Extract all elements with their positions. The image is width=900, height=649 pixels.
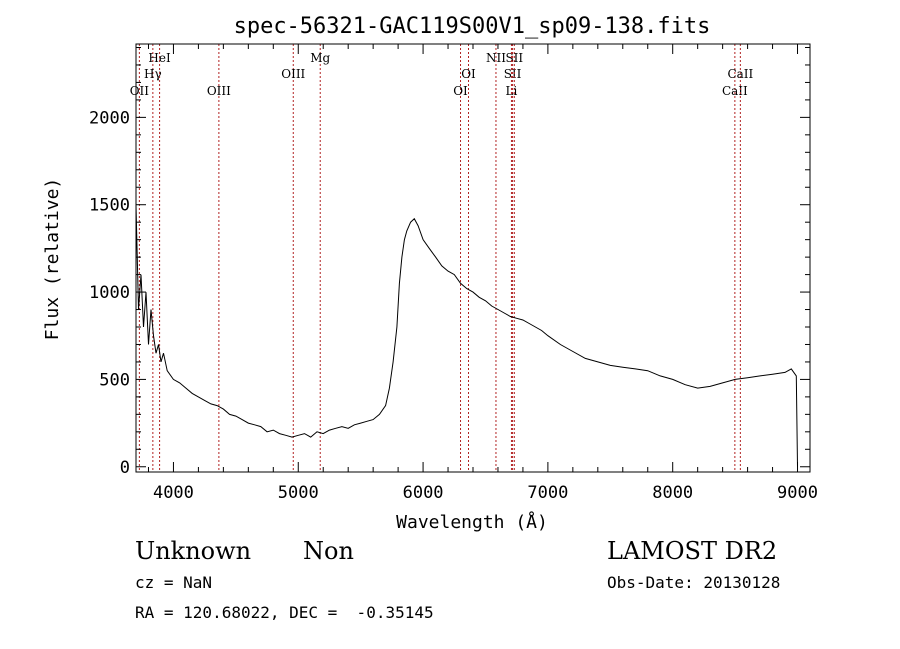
x-tick-label: 9000 — [777, 483, 818, 503]
spectral-line-label: OI — [453, 84, 468, 98]
y-tick-label: 0 — [120, 458, 130, 478]
y-tick-label: 2000 — [89, 108, 130, 128]
coordinates-text: RA = 120.68022, DEC = -0.35145 — [135, 603, 434, 622]
obs-date-text: Obs-Date: 20130128 — [607, 573, 781, 592]
y-tick-label: 500 — [99, 370, 130, 390]
survey-label: LAMOST DR2 — [607, 537, 778, 565]
spectral-line-label: Li — [506, 84, 518, 98]
subclass-label: Non — [303, 537, 354, 565]
spectral-line-label: Hγ — [144, 67, 162, 81]
spectral-line-label: OI — [461, 67, 476, 81]
y-tick-label: 1500 — [89, 196, 130, 216]
spectral-line-label: CaII — [727, 67, 753, 81]
spectral-line-label: SII — [505, 51, 523, 65]
y-axis-label: Flux (relative) — [42, 178, 63, 341]
spectral-line-label: SII — [504, 67, 522, 81]
class-label: Unknown — [135, 537, 252, 565]
spectral-line-label: NII — [486, 51, 506, 65]
x-tick-label: 8000 — [652, 483, 693, 503]
spectral-line-label: CaII — [722, 84, 748, 98]
x-tick-label: 6000 — [403, 483, 444, 503]
redshift-text: cz = NaN — [135, 573, 213, 592]
chart-title: spec-56321-GAC119S00V1_sp09-138.fits — [234, 14, 711, 39]
y-tick-label: 1000 — [89, 283, 130, 303]
x-tick-label: 4000 — [153, 483, 194, 503]
spectral-line-label: OII — [130, 84, 150, 98]
plot-frame — [135, 43, 811, 473]
spectral-line-label: Mg — [310, 51, 330, 65]
spectral-line-label: HeI — [148, 51, 171, 65]
spectral-line-label: OIII — [207, 84, 231, 98]
x-tick-label: 7000 — [527, 483, 568, 503]
spectral-line-label: OIII — [281, 67, 305, 81]
x-tick-label: 5000 — [278, 483, 319, 503]
spectrum-series — [135, 204, 798, 467]
x-axis-label: Wavelength (Å) — [396, 511, 548, 533]
